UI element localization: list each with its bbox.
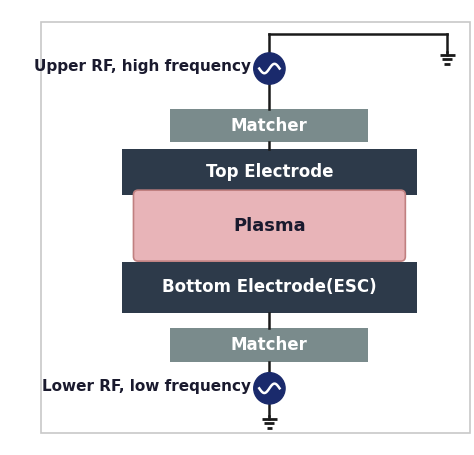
FancyBboxPatch shape	[41, 21, 470, 434]
FancyBboxPatch shape	[170, 109, 368, 142]
FancyBboxPatch shape	[122, 262, 417, 313]
Text: Matcher: Matcher	[231, 116, 308, 135]
Circle shape	[254, 53, 285, 84]
FancyBboxPatch shape	[122, 149, 417, 195]
Circle shape	[254, 373, 285, 404]
FancyBboxPatch shape	[170, 329, 368, 362]
Text: Lower RF, low frequency: Lower RF, low frequency	[42, 379, 251, 394]
Text: Matcher: Matcher	[231, 336, 308, 354]
FancyBboxPatch shape	[134, 190, 405, 261]
Text: Plasma: Plasma	[233, 217, 306, 235]
Text: Top Electrode: Top Electrode	[206, 163, 333, 181]
Text: Upper RF, high frequency: Upper RF, high frequency	[34, 59, 251, 74]
Text: Bottom Electrode(ESC): Bottom Electrode(ESC)	[162, 278, 377, 296]
